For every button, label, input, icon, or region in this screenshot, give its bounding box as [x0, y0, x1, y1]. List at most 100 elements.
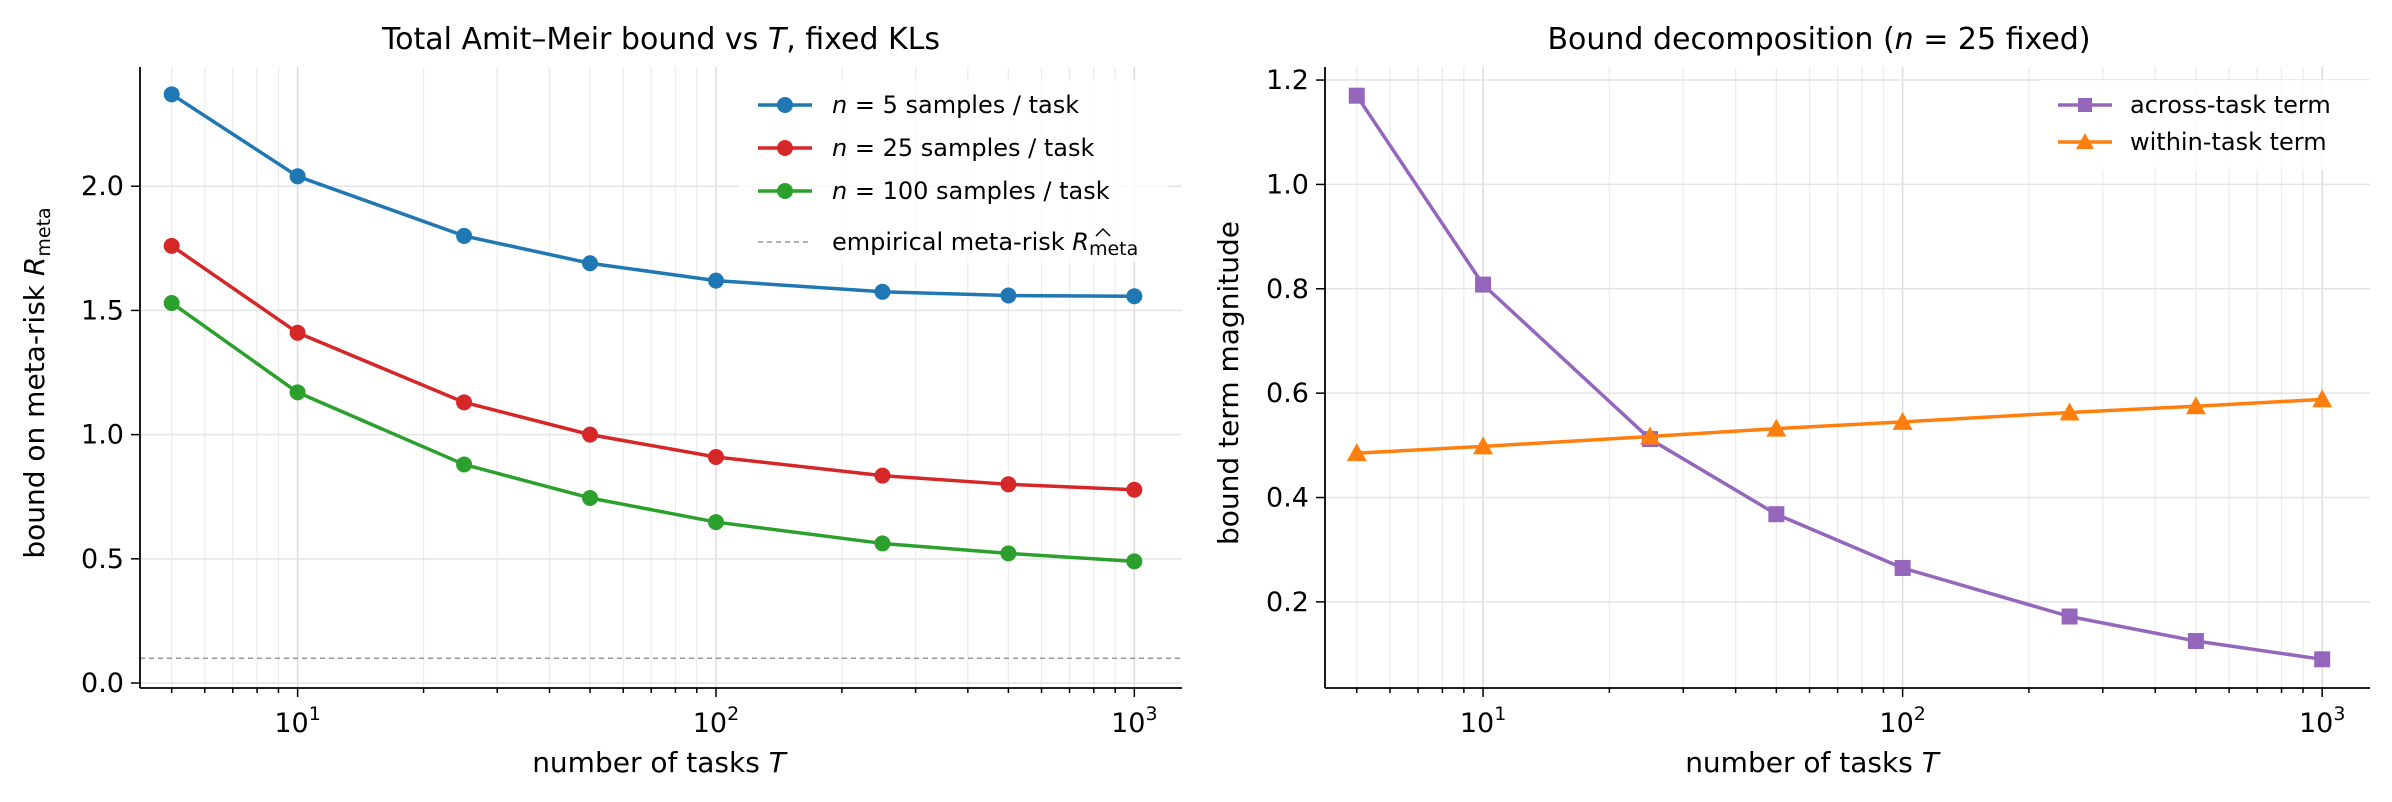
y-tick-label: 1.5	[81, 295, 124, 326]
series-line	[170, 244, 1135, 492]
y-tick-label: 2.0	[81, 171, 124, 202]
data-point	[582, 426, 599, 443]
data-point	[163, 294, 180, 311]
data-point	[163, 237, 180, 254]
x-tick-label: 101	[1460, 703, 1506, 739]
y-axis-label: bound term magnitude	[1212, 221, 1245, 545]
data-point	[2059, 402, 2080, 421]
data-point	[874, 467, 891, 484]
y-tick-label: 1.2	[1266, 65, 1309, 96]
data-point	[2187, 633, 2204, 650]
legend-item: n = 25 samples / task	[758, 134, 1094, 162]
series-2	[1346, 389, 2333, 462]
data-point	[289, 324, 306, 341]
data-point	[874, 283, 891, 300]
x-tick-label: 103	[2299, 703, 2345, 739]
chart-right: 0.2 0.4 0.6 0.8 1.0 1.2 101 102 103 Bound decomp…	[1212, 22, 2370, 779]
y-tick-label: 0.0	[81, 668, 124, 699]
ticks: 0.0 0.5 1.0 1.5 2.0 101 102 103	[81, 171, 1158, 739]
legend-marker	[777, 97, 793, 113]
legend: n = 5 samples / task n = 25 samples / ta…	[738, 80, 1168, 262]
legend-marker	[777, 140, 793, 156]
legend-item: across-task term	[2058, 91, 2331, 119]
legend-marker	[2076, 133, 2094, 149]
data-point	[2314, 651, 2331, 668]
data-point	[1892, 411, 1913, 430]
data-point	[1475, 276, 1492, 293]
chart-left: 0.0 0.5 1.0 1.5 2.0 101 102 103 Total Amit–Meir…	[18, 22, 1182, 779]
data-point	[707, 272, 724, 289]
legend-item: n = 5 samples / task	[758, 91, 1079, 119]
series-layer	[163, 86, 1143, 570]
data-point	[1640, 426, 1661, 445]
x-tick-label: 102	[693, 703, 739, 739]
data-point	[1000, 287, 1017, 304]
legend-item: n = 100 samples / task	[758, 177, 1110, 205]
series-2	[163, 237, 1143, 498]
legend-box	[2040, 80, 2370, 170]
grid	[1325, 67, 2370, 688]
legend-marker	[2078, 98, 2092, 112]
series-3	[163, 294, 1143, 570]
legend-label: within-task term	[2130, 128, 2327, 156]
legend-label: n = 25 samples / task	[832, 134, 1094, 162]
data-point	[2312, 389, 2333, 408]
series-line	[170, 301, 1135, 564]
y-tick-label: 1.0	[1266, 169, 1309, 200]
data-point	[289, 384, 306, 401]
x-tick-label: 103	[1111, 703, 1157, 739]
y-tick-label: 0.5	[81, 544, 124, 575]
chart-title: Bound decomposition (n = 25 fixed)	[1547, 22, 2090, 57]
data-point	[456, 394, 473, 411]
hat-accent	[1095, 227, 1111, 237]
x-tick-label: 102	[1879, 703, 1925, 739]
series-line	[1355, 94, 2323, 662]
data-point	[1766, 418, 1787, 437]
series-line	[1356, 397, 2323, 455]
legend-label: across-task term	[2130, 91, 2331, 119]
x-axis-label: number of tasks T	[1685, 746, 1941, 779]
data-point	[1000, 545, 1017, 562]
series-layer	[1346, 87, 2333, 668]
data-point	[874, 535, 891, 552]
legend-label: n = 100 samples / task	[832, 177, 1110, 205]
data-point	[707, 448, 724, 465]
series-1	[163, 86, 1143, 305]
data-point	[456, 456, 473, 473]
data-point	[2185, 396, 2206, 415]
data-point	[1346, 443, 1367, 462]
legend-item: empirical meta-risk Rmeta	[758, 227, 1138, 260]
data-point	[1000, 476, 1017, 493]
legend: across-task term within-task term	[2040, 80, 2370, 170]
x-tick-label: 101	[274, 703, 320, 739]
data-point	[582, 255, 599, 272]
series-line	[170, 92, 1135, 299]
data-point	[1894, 559, 1911, 576]
legend-item: within-task term	[2058, 128, 2327, 156]
data-point	[163, 86, 180, 103]
legend-marker	[777, 183, 793, 199]
y-tick-label: 0.2	[1266, 587, 1309, 618]
ticks: 0.2 0.4 0.6 0.8 1.0 1.2 101 102 103	[1266, 65, 2345, 739]
data-point	[1473, 436, 1494, 455]
x-axis-label: number of tasks T	[532, 746, 788, 779]
data-point	[1126, 481, 1143, 498]
y-tick-label: 1.0	[81, 420, 124, 451]
data-point	[456, 227, 473, 244]
y-tick-label: 0.6	[1266, 378, 1309, 409]
legend-box	[738, 80, 1168, 262]
chart-title: Total Amit–Meir bound vs T, fixed KLs	[381, 22, 940, 57]
data-point	[1126, 288, 1143, 305]
y-axis-label: bound on meta-risk Rmeta	[18, 207, 55, 558]
legend-label: n = 5 samples / task	[832, 91, 1079, 119]
data-point	[2061, 608, 2078, 625]
y-tick-label: 0.8	[1266, 274, 1309, 305]
data-point	[1126, 553, 1143, 570]
data-point	[1768, 506, 1785, 523]
data-point	[707, 514, 724, 531]
legend-label: empirical meta-risk Rmeta	[832, 228, 1138, 260]
data-point	[289, 168, 306, 185]
y-tick-label: 0.4	[1266, 483, 1309, 514]
